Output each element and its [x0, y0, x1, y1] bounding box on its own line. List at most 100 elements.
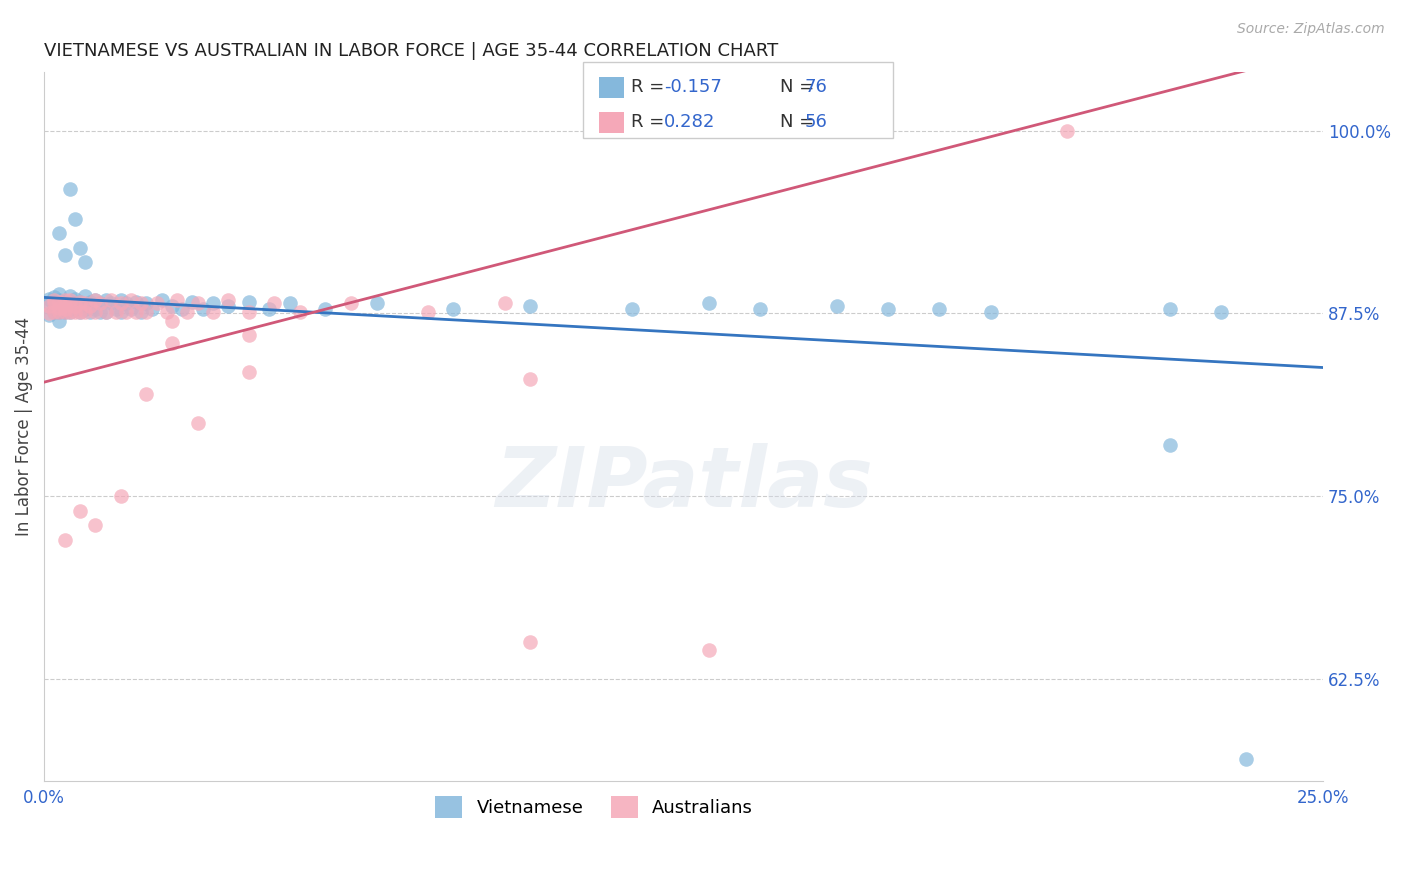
- Point: [181, 294, 204, 309]
- Point: [263, 296, 285, 310]
- Point: [59, 296, 82, 310]
- Point: [201, 296, 224, 310]
- Point: [53, 305, 76, 319]
- Point: [1234, 752, 1257, 766]
- Point: [100, 293, 122, 308]
- Point: [217, 293, 239, 308]
- Point: [697, 296, 720, 310]
- Point: [38, 299, 60, 313]
- Point: [110, 305, 132, 319]
- Point: [44, 302, 66, 317]
- Point: [48, 226, 70, 240]
- Point: [69, 241, 91, 255]
- Point: [53, 296, 76, 310]
- Point: [89, 305, 111, 319]
- Point: [825, 299, 848, 313]
- Point: [48, 314, 70, 328]
- Point: [38, 308, 60, 322]
- Point: [160, 314, 183, 328]
- Point: [63, 292, 86, 306]
- Point: [172, 302, 194, 317]
- Point: [89, 296, 111, 310]
- Y-axis label: In Labor Force | Age 35-44: In Labor Force | Age 35-44: [15, 318, 32, 536]
- Text: R =: R =: [631, 78, 665, 95]
- Point: [110, 296, 132, 310]
- Point: [44, 298, 66, 312]
- Point: [84, 293, 107, 308]
- Point: [187, 296, 209, 310]
- Point: [135, 305, 157, 319]
- Point: [160, 299, 183, 313]
- Point: [59, 305, 82, 319]
- Text: N =: N =: [780, 112, 814, 130]
- Point: [110, 293, 132, 308]
- Point: [141, 302, 163, 317]
- Point: [73, 302, 96, 317]
- Point: [89, 296, 111, 310]
- Point: [69, 305, 91, 319]
- Point: [53, 302, 76, 317]
- Point: [519, 372, 541, 386]
- Legend: Vietnamese, Australians: Vietnamese, Australians: [427, 789, 761, 825]
- Point: [59, 302, 82, 317]
- Point: [59, 294, 82, 309]
- Point: [315, 302, 337, 317]
- Point: [877, 302, 900, 317]
- Point: [238, 305, 260, 319]
- Point: [1159, 438, 1181, 452]
- Point: [278, 296, 301, 310]
- Point: [115, 296, 138, 310]
- Text: ZIPatlas: ZIPatlas: [495, 443, 873, 524]
- Point: [69, 294, 91, 309]
- Point: [73, 305, 96, 319]
- Point: [38, 296, 60, 310]
- Point: [238, 365, 260, 379]
- Point: [125, 305, 148, 319]
- Point: [1159, 302, 1181, 317]
- Point: [288, 305, 311, 319]
- Point: [980, 305, 1002, 319]
- Point: [59, 182, 82, 196]
- Point: [416, 305, 439, 319]
- Point: [697, 642, 720, 657]
- Point: [156, 305, 179, 319]
- Point: [84, 518, 107, 533]
- Point: [519, 635, 541, 649]
- Point: [63, 305, 86, 319]
- Point: [94, 293, 117, 308]
- Point: [59, 289, 82, 303]
- Point: [238, 294, 260, 309]
- Point: [69, 294, 91, 309]
- Point: [120, 293, 142, 308]
- Point: [150, 293, 173, 308]
- Point: [69, 305, 91, 319]
- Point: [441, 302, 464, 317]
- Point: [135, 296, 157, 310]
- Point: [217, 299, 239, 313]
- Point: [44, 296, 66, 310]
- Point: [73, 296, 96, 310]
- Point: [749, 302, 772, 317]
- Text: Source: ZipAtlas.com: Source: ZipAtlas.com: [1237, 22, 1385, 37]
- Point: [63, 296, 86, 310]
- Point: [110, 489, 132, 503]
- Point: [104, 302, 127, 317]
- Point: [53, 298, 76, 312]
- Point: [59, 296, 82, 310]
- Point: [53, 248, 76, 262]
- Point: [1209, 305, 1232, 319]
- Point: [53, 294, 76, 309]
- Text: 56: 56: [804, 112, 827, 130]
- Point: [79, 305, 101, 319]
- Point: [48, 305, 70, 319]
- Point: [257, 302, 280, 317]
- Point: [53, 302, 76, 317]
- Point: [53, 305, 76, 319]
- Point: [94, 305, 117, 319]
- Point: [115, 305, 138, 319]
- Point: [176, 305, 198, 319]
- Point: [104, 305, 127, 319]
- Point: [94, 305, 117, 319]
- Point: [79, 299, 101, 313]
- Point: [63, 299, 86, 313]
